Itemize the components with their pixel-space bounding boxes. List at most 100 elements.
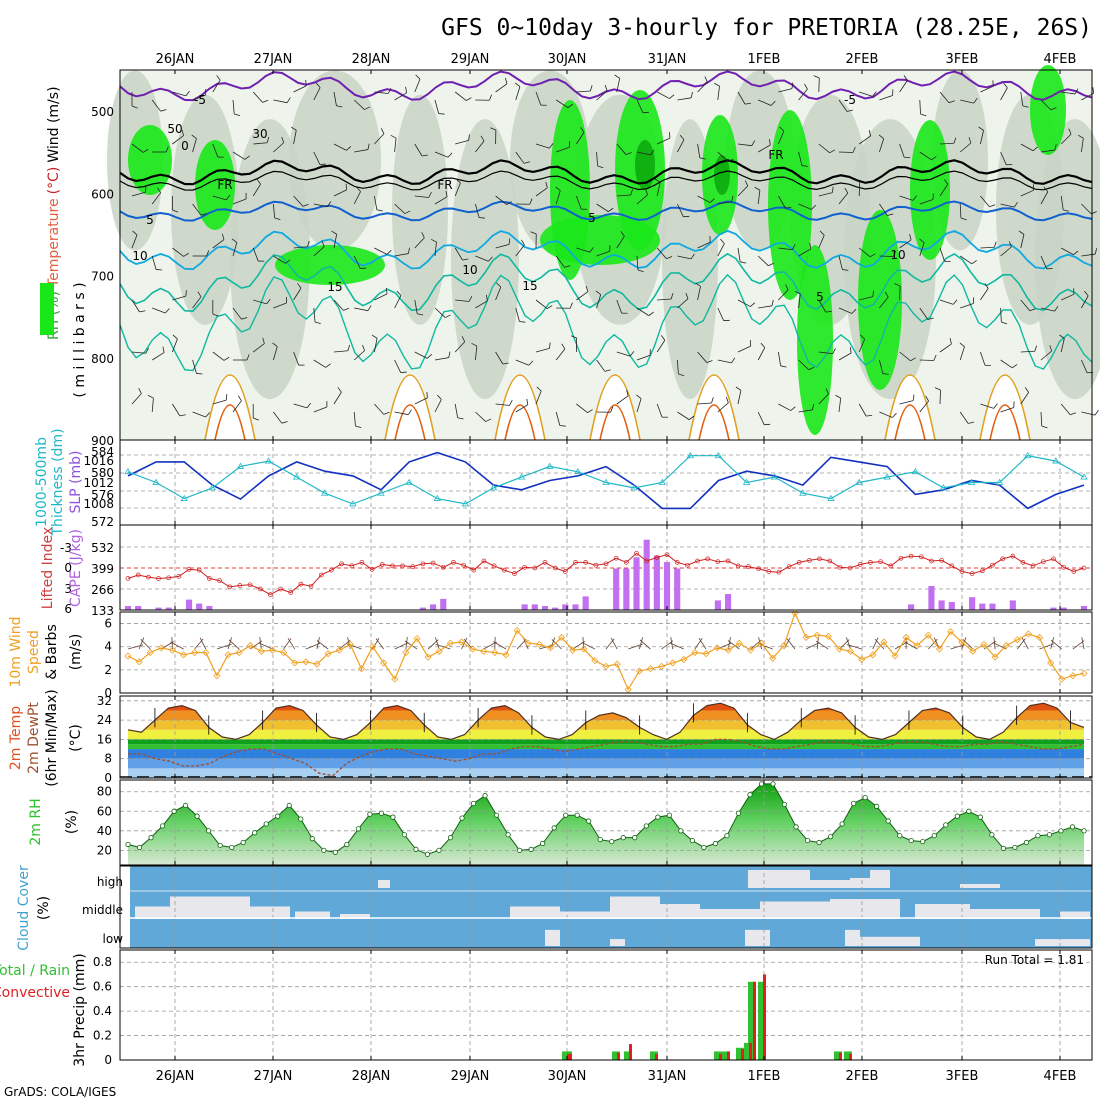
- wind-barb-flag: [595, 290, 601, 295]
- wind-barb-flag: [1059, 334, 1065, 339]
- wind-barb: [374, 91, 389, 94]
- thickness-marker: [433, 494, 442, 501]
- wind-barb: [596, 359, 606, 372]
- wind-speed-marker: [546, 644, 554, 652]
- wind-barb: [1040, 350, 1052, 361]
- wind-barb: [232, 198, 247, 205]
- wind-barb-flag: [704, 76, 708, 83]
- lifted-index-marker: [186, 567, 192, 572]
- wind-barb-flag: [157, 187, 161, 194]
- thickness-marker: [799, 489, 807, 496]
- wind-barb: [313, 246, 325, 257]
- thickness-marker: [995, 478, 1004, 485]
- rh-tick-label: 60: [97, 804, 112, 818]
- wind-barb: [694, 638, 703, 650]
- wind-barb: [131, 393, 142, 405]
- wind-speed-marker: [1080, 669, 1088, 677]
- wind-barb: [610, 637, 618, 650]
- cape-bar: [979, 603, 986, 610]
- warm-cell-contour: [979, 374, 1031, 441]
- rh-ylabel: 2m RH: [28, 798, 44, 845]
- cape-bar: [714, 600, 721, 610]
- contour-label: -5: [194, 93, 206, 107]
- lifted-index-marker: [552, 565, 558, 571]
- wind-barb-flag: [253, 417, 259, 421]
- wind-barb: [414, 195, 429, 198]
- rh-marker: [355, 826, 361, 832]
- wind-barb-flag: [589, 247, 594, 253]
- wind-barb: [717, 86, 720, 101]
- wind-barb-flag: [246, 354, 250, 361]
- wind-barb-flag: [678, 373, 685, 377]
- wind-speed-marker: [368, 643, 377, 651]
- wind-barb-flag: [844, 187, 849, 194]
- wind-speed-marker: [958, 638, 966, 646]
- wind-barb: [354, 149, 369, 153]
- wind-barb: [434, 242, 437, 257]
- wind-barb: [374, 403, 385, 415]
- freezing-level-contour: [119, 170, 1093, 191]
- wind-barb-flag: [569, 302, 573, 309]
- wind-barb-flag: [760, 342, 766, 348]
- wind-speed-marker: [480, 647, 488, 655]
- wind-barb: [919, 199, 934, 205]
- wind-barb-flag: [804, 83, 808, 90]
- wind-barb: [151, 99, 161, 112]
- rh-marker: [1023, 839, 1030, 846]
- thickness-tick-label: 580: [91, 466, 114, 480]
- wind-barb: [515, 244, 525, 257]
- rh-tick-label: 40: [97, 824, 112, 838]
- wind-barb: [1000, 246, 1012, 257]
- wind-barb: [737, 390, 742, 405]
- rh-legend-swatch: [40, 283, 54, 335]
- cloud-block: [970, 909, 1040, 919]
- wind-barb-flag: [266, 298, 271, 305]
- pressure-tick-label: 900: [91, 434, 114, 448]
- wind-barb: [394, 138, 397, 153]
- thickness-marker: [292, 473, 301, 480]
- wind-barb-flag: [172, 209, 179, 213]
- wind-speed-marker: [846, 647, 855, 655]
- wind-barb: [151, 255, 157, 270]
- wind-barb-flag: [1003, 82, 1008, 89]
- rh-gray-area: [1035, 119, 1100, 400]
- wind-barb-flag: [1022, 105, 1029, 108]
- rh-marker: [229, 844, 235, 851]
- wind-speed-marker: [780, 641, 788, 650]
- wind-barb: [576, 90, 591, 93]
- wind-barb-flag: [212, 313, 219, 317]
- thickness-marker: [546, 462, 554, 469]
- wind-barb: [495, 403, 510, 406]
- rh-marker: [931, 833, 937, 839]
- wind-barb-flag: [216, 75, 221, 81]
- lifted-index-marker: [918, 554, 924, 560]
- wind-barb-flag: [546, 305, 553, 309]
- wind-barb: [192, 411, 206, 418]
- wind-speed-marker: [735, 639, 743, 647]
- wind-barb: [172, 338, 178, 353]
- hot-cell-contour: [214, 404, 246, 441]
- wind-speed-marker: [802, 633, 810, 642]
- lifted-index-marker: [491, 563, 497, 569]
- wind-barb: [232, 99, 235, 114]
- thickness-marker: [574, 468, 582, 475]
- wind-barb: [576, 132, 585, 145]
- wind-barb-flag: [597, 165, 604, 169]
- rh-marker: [517, 847, 523, 853]
- rh-marker: [770, 781, 776, 787]
- wind-barb: [414, 397, 428, 405]
- wind-barb: [1081, 138, 1084, 153]
- lifted-index-marker: [1081, 565, 1087, 571]
- wind-barb-flag: [630, 189, 633, 196]
- cape-bar: [623, 568, 630, 610]
- ylabel-part: (°C): [46, 167, 62, 195]
- li-tick-label: 6: [64, 602, 72, 616]
- rh-ylabel-units: (%): [64, 810, 80, 834]
- wind-barb-flag: [809, 243, 812, 250]
- wind-barb: [394, 92, 407, 101]
- cape-bar: [582, 596, 589, 610]
- thickness-marker: [405, 478, 413, 485]
- wind-barb-flag: [780, 365, 787, 368]
- wind-barb-flag: [321, 240, 325, 247]
- cloud-ylabel-units: (%): [36, 896, 52, 920]
